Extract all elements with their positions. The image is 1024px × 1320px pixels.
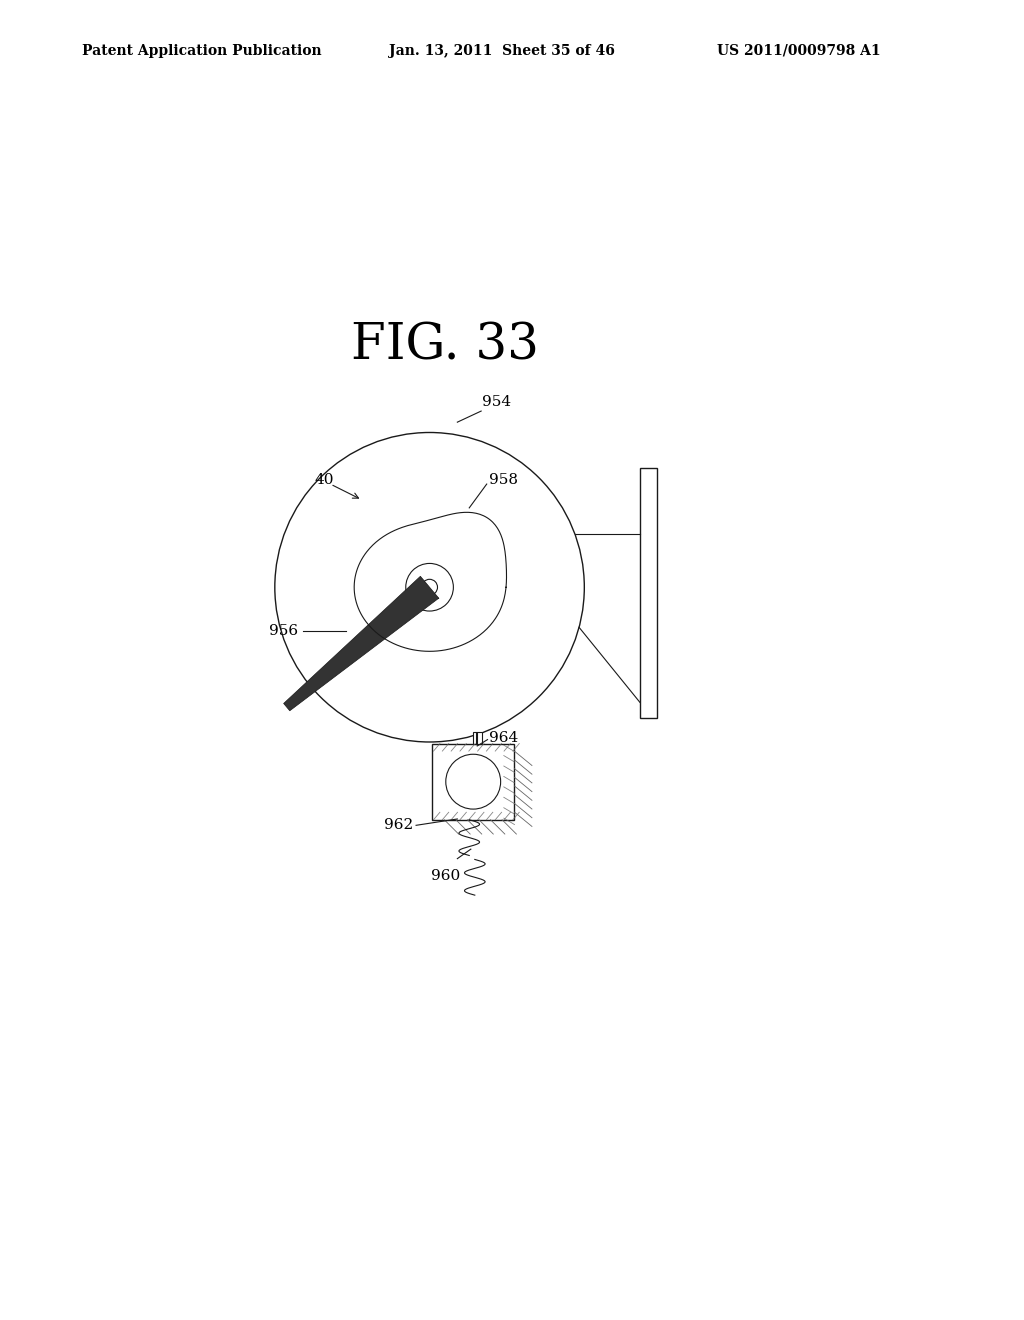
- Bar: [432, 743, 514, 820]
- Text: 960: 960: [431, 869, 460, 883]
- Text: 958: 958: [489, 473, 518, 487]
- Text: 962: 962: [384, 818, 414, 833]
- Text: 40: 40: [314, 473, 334, 487]
- Text: US 2011/0009798 A1: US 2011/0009798 A1: [717, 44, 881, 58]
- Text: FIG. 33: FIG. 33: [351, 321, 540, 371]
- Bar: [640, 469, 657, 718]
- Text: Patent Application Publication: Patent Application Publication: [82, 44, 322, 58]
- Bar: [473, 733, 482, 743]
- Text: 964: 964: [489, 731, 518, 744]
- Polygon shape: [284, 577, 438, 710]
- Text: 956: 956: [269, 624, 299, 638]
- Text: Jan. 13, 2011  Sheet 35 of 46: Jan. 13, 2011 Sheet 35 of 46: [389, 44, 615, 58]
- Text: 954: 954: [482, 395, 512, 409]
